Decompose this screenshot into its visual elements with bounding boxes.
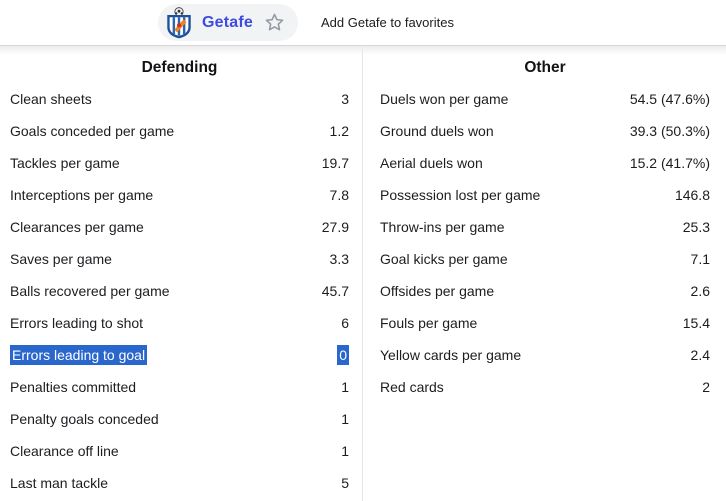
stat-row: Tackles per game 19.7 [10, 147, 349, 179]
stat-label: Duels won per game [380, 91, 509, 107]
stat-row: Goals conceded per game 1.2 [10, 115, 349, 147]
team-selector-pill[interactable]: Getafe [158, 4, 298, 41]
stat-label: Clearances per game [10, 219, 144, 235]
topbar: Getafe Add Getafe to favorites [0, 0, 726, 46]
stat-value: 146.8 [674, 187, 710, 203]
stat-value: 1 [341, 443, 349, 459]
stat-label: Saves per game [10, 251, 112, 267]
stat-value: 54.5 (47.6%) [629, 91, 710, 107]
stat-row: Ground duels won 39.3 (50.3%) [380, 115, 710, 147]
team-name: Getafe [202, 13, 253, 31]
favorite-star-button[interactable] [263, 11, 286, 34]
stat-label: Yellow cards per game [380, 347, 522, 363]
stat-row: Goal kicks per game 7.1 [380, 243, 710, 275]
stat-value: 3 [341, 91, 349, 107]
stat-row: Red cards 2 [380, 371, 710, 403]
stat-row: Aerial duels won 15.2 (41.7%) [380, 147, 710, 179]
stat-row: Last man tackle 5 [10, 467, 349, 499]
other-section: Other Duels won per game 54.5 (47.6%) Grou… [363, 46, 726, 501]
other-stat-list: Duels won per game 54.5 (47.6%) Ground due… [380, 83, 710, 403]
stat-row: Possession lost per game 146.8 [380, 179, 710, 211]
star-outline-icon [265, 13, 284, 31]
stat-label: Errors leading to goal [10, 345, 148, 365]
stat-value: 19.7 [321, 155, 349, 171]
stat-row: Fouls per game 15.4 [380, 307, 710, 339]
stat-value: 15.4 [682, 315, 710, 331]
getafe-club-crest-icon [167, 6, 191, 38]
stat-label: Last man tackle [10, 475, 109, 491]
stat-row: Errors leading to shot 6 [10, 307, 349, 339]
stat-value: 5 [341, 475, 349, 491]
stat-value: 39.3 (50.3%) [629, 123, 710, 139]
section-title-other: Other [524, 59, 566, 76]
stat-row: Duels won per game 54.5 (47.6%) [380, 83, 710, 115]
stat-row: Balls recovered per game 45.7 [10, 275, 349, 307]
stat-value: 15.2 (41.7%) [629, 155, 710, 171]
stat-label: Possession lost per game [380, 187, 541, 203]
stat-label: Balls recovered per game [10, 283, 170, 299]
stat-label: Throw-ins per game [380, 219, 505, 235]
stat-label: Offsides per game [380, 283, 495, 299]
stat-row: Yellow cards per game 2.4 [380, 339, 710, 371]
stat-value: 0 [337, 345, 349, 365]
stat-label: Interceptions per game [10, 187, 154, 203]
stat-value: 2 [702, 379, 710, 395]
stat-value: 1 [341, 411, 349, 427]
stat-label: Aerial duels won [380, 155, 483, 171]
stat-row: Offsides per game 2.6 [380, 275, 710, 307]
stat-label: Fouls per game [380, 315, 478, 331]
stat-value: 2.6 [690, 283, 710, 299]
stat-row: Clearances per game 27.9 [10, 211, 349, 243]
stat-value: 45.7 [321, 283, 349, 299]
stat-label: Clean sheets [10, 91, 92, 107]
stat-label: Tackles per game [10, 155, 120, 171]
stat-value: 1 [341, 379, 349, 395]
stat-label: Errors leading to shot [10, 315, 144, 331]
stat-label: Penalty goals conceded [10, 411, 159, 427]
stat-value: 27.9 [321, 219, 349, 235]
stat-label: Goal kicks per game [380, 251, 508, 267]
stat-value: 3.3 [329, 251, 349, 267]
stat-value: 1.2 [329, 123, 349, 139]
stat-row: Throw-ins per game 25.3 [380, 211, 710, 243]
stat-row: Penalty goals conceded 1 [10, 403, 349, 435]
team-statistics-panel: Defending Clean sheets 3 Goals conceded pe… [0, 46, 726, 501]
section-title-defending: Defending [141, 59, 218, 76]
stat-row: Errors leading to goal 0 [10, 339, 349, 371]
stat-value: 7.1 [690, 251, 710, 267]
defending-stat-list: Clean sheets 3 Goals conceded per game 1.2 T… [10, 83, 349, 499]
stat-label: Goals conceded per game [10, 123, 175, 139]
stat-value: 2.4 [690, 347, 710, 363]
stat-value: 25.3 [682, 219, 710, 235]
stat-row: Clearance off line 1 [10, 435, 349, 467]
stat-row: Penalties committed 1 [10, 371, 349, 403]
defending-section: Defending Clean sheets 3 Goals conceded pe… [0, 46, 363, 501]
stat-value: 7.8 [329, 187, 349, 203]
stat-label: Penalties committed [10, 379, 137, 395]
stat-label: Ground duels won [380, 123, 494, 139]
stat-row: Saves per game 3.3 [10, 243, 349, 275]
stat-row: Clean sheets 3 [10, 83, 349, 115]
stat-label: Red cards [380, 379, 444, 395]
stat-row: Interceptions per game 7.8 [10, 179, 349, 211]
stat-value: 6 [341, 315, 349, 331]
add-to-favorites-label: Add Getafe to favorites [321, 15, 454, 30]
stat-label: Clearance off line [10, 443, 119, 459]
